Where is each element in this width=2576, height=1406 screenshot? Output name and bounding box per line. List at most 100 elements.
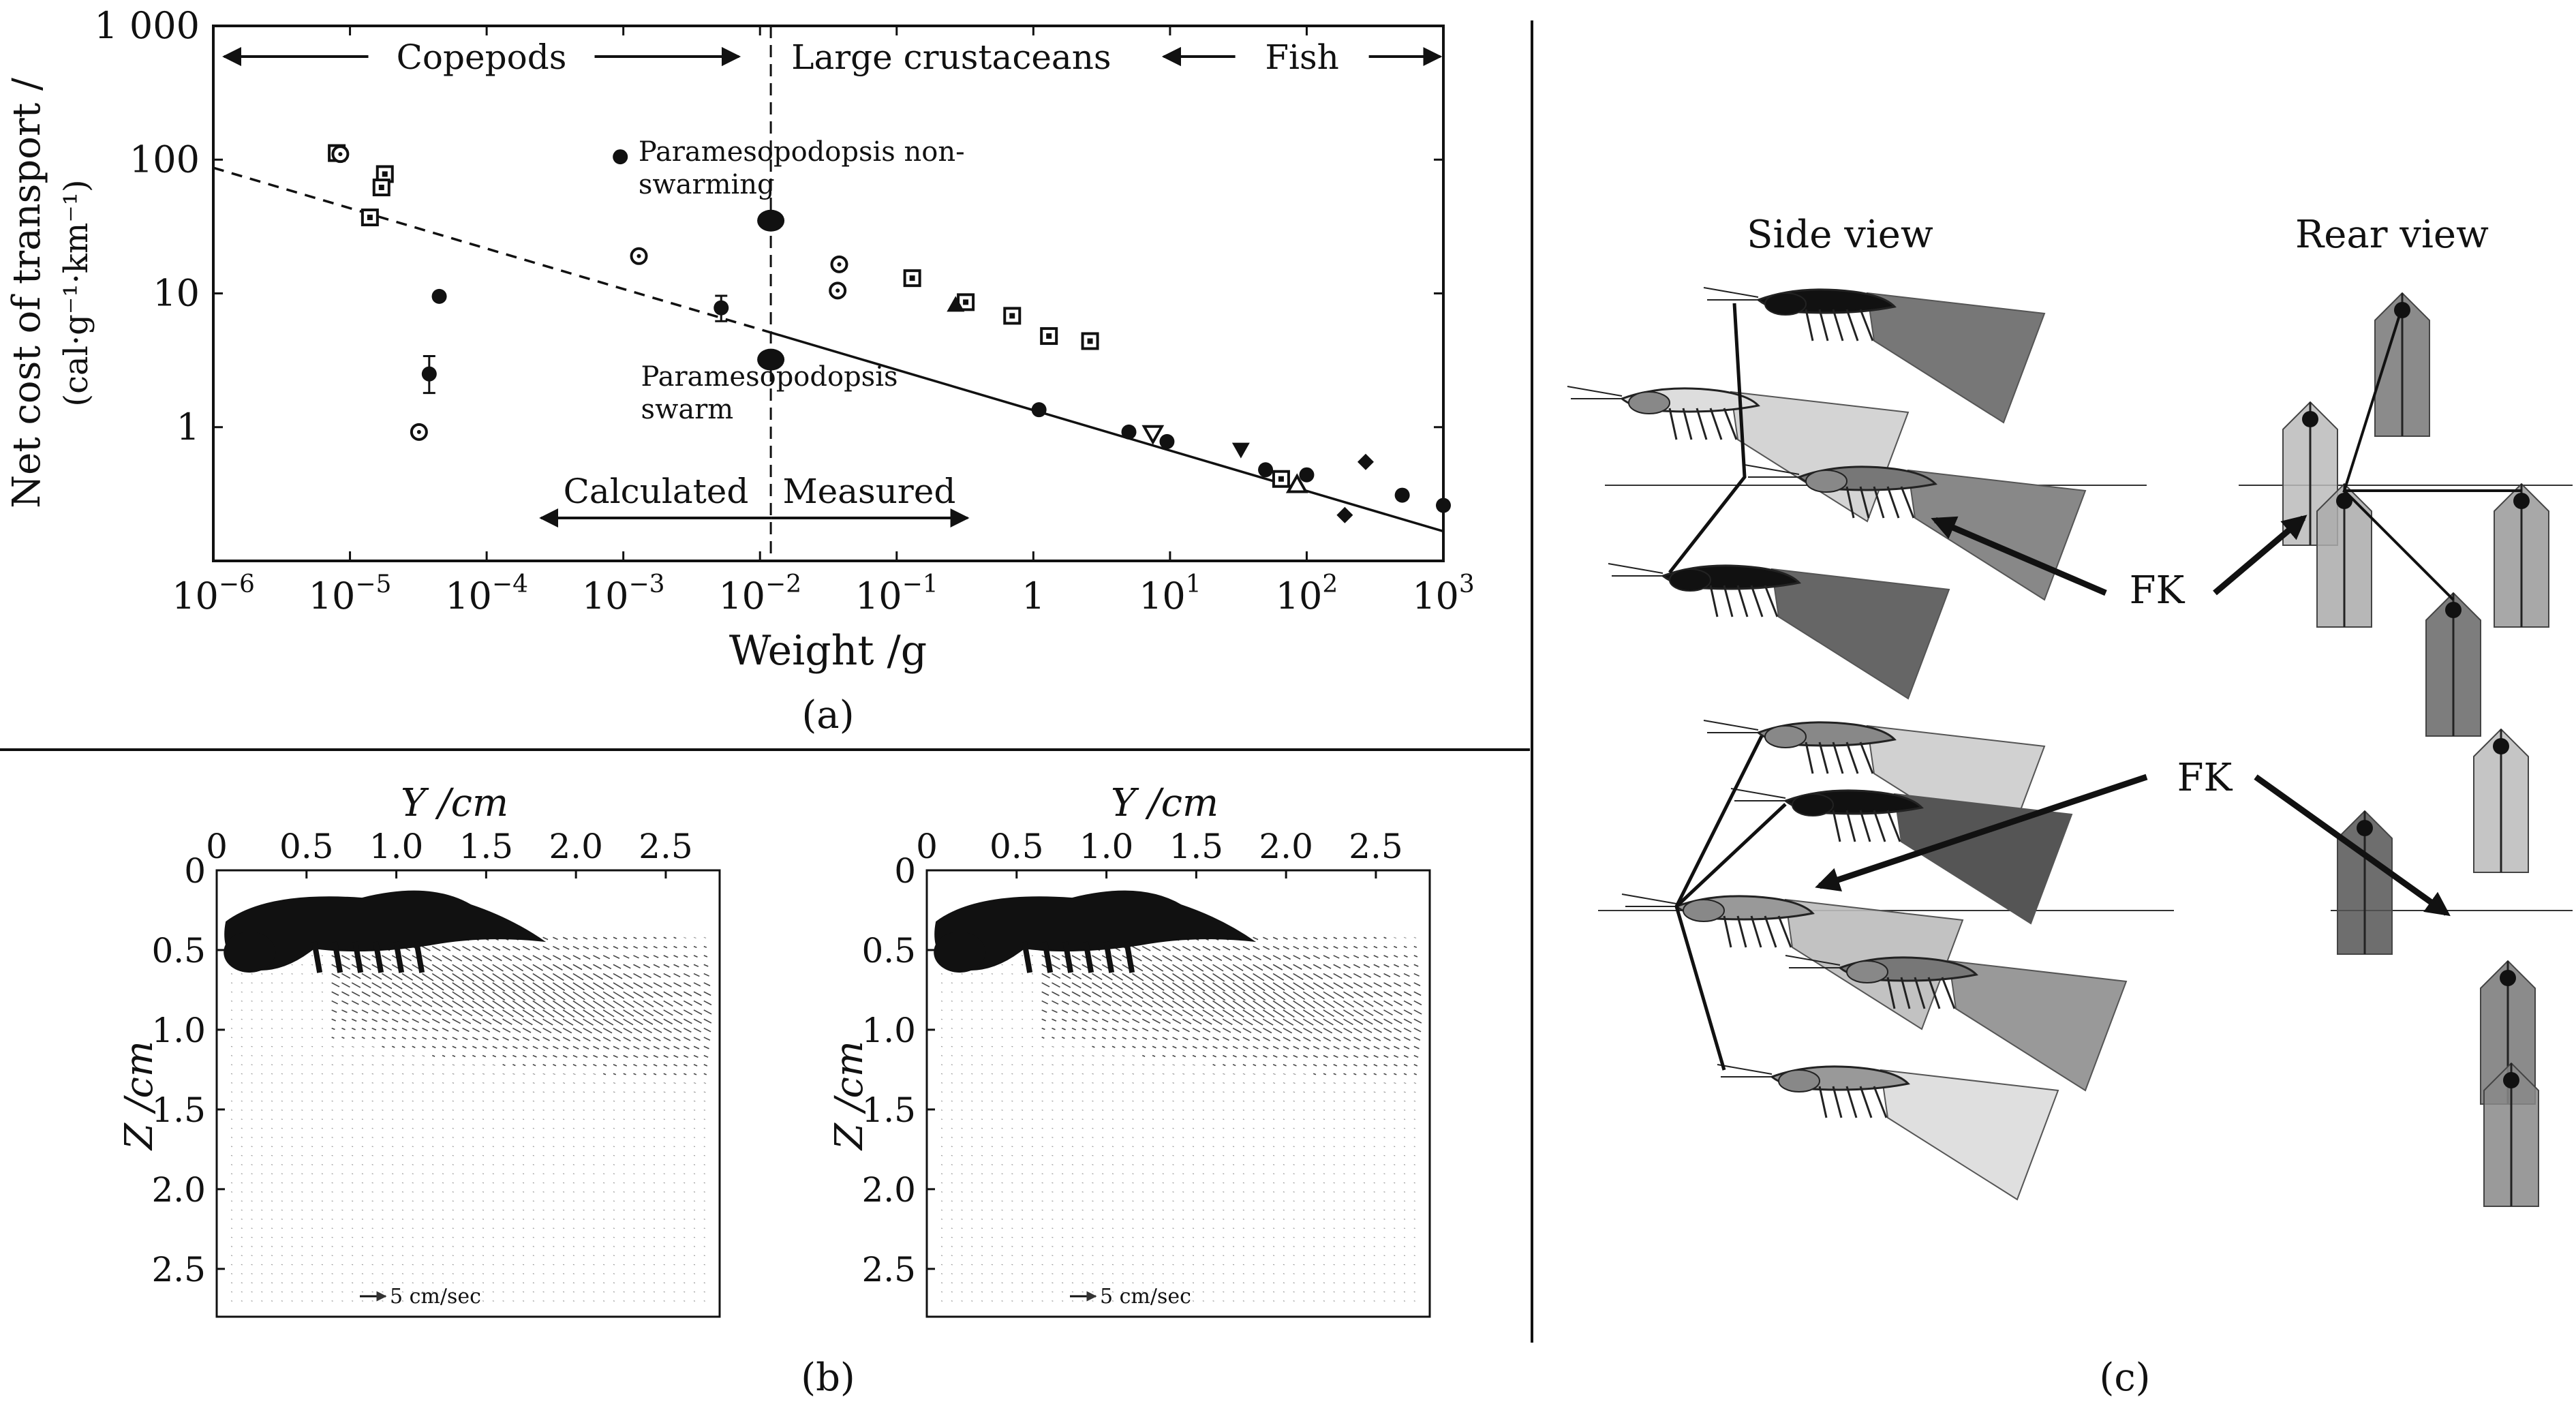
velocity-vector [1162,1027,1169,1032]
velocity-vector [291,1137,293,1138]
velocity-vector [1333,1137,1335,1138]
velocity-vector [1152,1200,1154,1202]
velocity-vector [1141,1000,1153,1008]
shrimp-leg [1750,915,1762,948]
velocity-vector [1373,1255,1375,1257]
velocity-vector [311,1155,313,1157]
velocity-vector [1363,1082,1366,1084]
velocity-vector [1323,1200,1325,1202]
velocity-vector [341,1191,343,1193]
velocity-vector [1283,1137,1285,1138]
velocity-vector [412,1118,414,1120]
velocity-vector [643,1137,645,1138]
velocity-vector [532,1110,535,1111]
velocity-vector [422,1227,424,1229]
velocity-vector [653,1127,656,1129]
velocity-vector [462,1073,465,1075]
velocity-vector [1152,1219,1154,1220]
velocity-vector [1383,1018,1393,1024]
velocity-vector [703,1110,706,1111]
velocity-vector [1263,1073,1266,1075]
velocity-vector [532,1054,537,1058]
velocity-vector [1313,1200,1315,1202]
velocity-vector [653,1227,656,1229]
vector-plot-right: 0 0.5 1.0 1.5 2.0 2.500.51.01.52.02.5Y /cmZ /… [827,781,1431,1318]
velocity-vector [1403,1127,1406,1129]
velocity-vector [643,1127,645,1129]
velocity-vector [1031,1155,1034,1157]
velocity-vector [1212,1110,1214,1111]
velocity-vector [951,1146,953,1148]
velocity-vector [492,1118,494,1120]
velocity-vector [1202,1000,1215,1009]
velocity-vector [361,1082,364,1084]
velocity-vector [1283,1227,1285,1229]
velocity-vector [1393,1027,1402,1033]
velocity-vector [1052,1200,1054,1202]
velocity-vector [971,1300,973,1302]
velocity-vector [1242,1009,1255,1018]
velocity-vector [1232,1300,1235,1302]
velocity-vector [1353,982,1363,988]
velocity-vector [1192,1137,1195,1138]
velocity-vector [623,1009,634,1017]
velocity-vector [361,955,371,961]
velocity-vector [382,1009,390,1014]
velocity-vector [542,982,555,992]
velocity-vector [1242,945,1251,951]
velocity-vector [613,945,619,949]
velocity-vector [653,955,659,958]
velocity-vector [572,1219,575,1220]
velocity-vector [1363,1054,1369,1058]
velocity-vector [321,1219,324,1220]
velocity-vector [1162,955,1173,962]
velocity-vector [663,1127,665,1129]
velocity-vector [522,1082,525,1084]
velocity-vector [1343,1191,1345,1193]
velocity-vector [991,1191,993,1193]
velocity-vector [522,1064,526,1067]
velocity-vector [1232,1255,1235,1257]
velocity-vector [623,1236,625,1238]
velocity-vector [1293,1255,1295,1257]
velocity-vector [981,1155,983,1157]
region-arrows: Calculated Measured [539,26,970,561]
velocity-vector [1293,982,1305,990]
velocity-vector [321,1082,324,1084]
velocity-vector [643,1200,645,1202]
velocity-vector [522,955,532,961]
velocity-vector [1192,1264,1195,1266]
velocity-vector [951,1037,953,1039]
velocity-vector [1031,1146,1034,1148]
velocity-vector [1152,1054,1156,1057]
velocity-vector [623,1064,628,1067]
velocity-vector [553,1227,555,1229]
velocity-vector [1192,1219,1195,1220]
velocity-vector [1052,973,1061,979]
point-filled-circle [1258,462,1274,478]
velocity-vector [1182,1045,1187,1049]
velocity-vector [613,936,617,940]
point-filled-circle [613,149,628,165]
velocity-vector [1353,1236,1355,1238]
velocity-vector [1021,964,1024,966]
velocity-vector [1393,991,1402,997]
velocity-vector [1343,1082,1346,1084]
velocity-vector [401,1137,404,1138]
velocity-vector [961,1127,963,1129]
velocity-vector [1403,1219,1406,1220]
velocity-vector [1082,1191,1084,1193]
velocity-vector [593,1200,595,1202]
velocity-vector [261,1045,263,1048]
velocity-vector [1162,982,1175,992]
point-filled-circle [1031,402,1047,418]
velocity-vector [1172,964,1184,972]
velocity-vector [512,1255,515,1257]
velocity-vector [572,1137,575,1138]
velocity-vector [1061,1110,1064,1111]
velocity-vector [1313,1155,1315,1157]
velocity-vector [321,1155,324,1157]
velocity-vector [951,973,953,975]
velocity-vector [693,1255,696,1257]
velocity-vector [643,1037,651,1041]
